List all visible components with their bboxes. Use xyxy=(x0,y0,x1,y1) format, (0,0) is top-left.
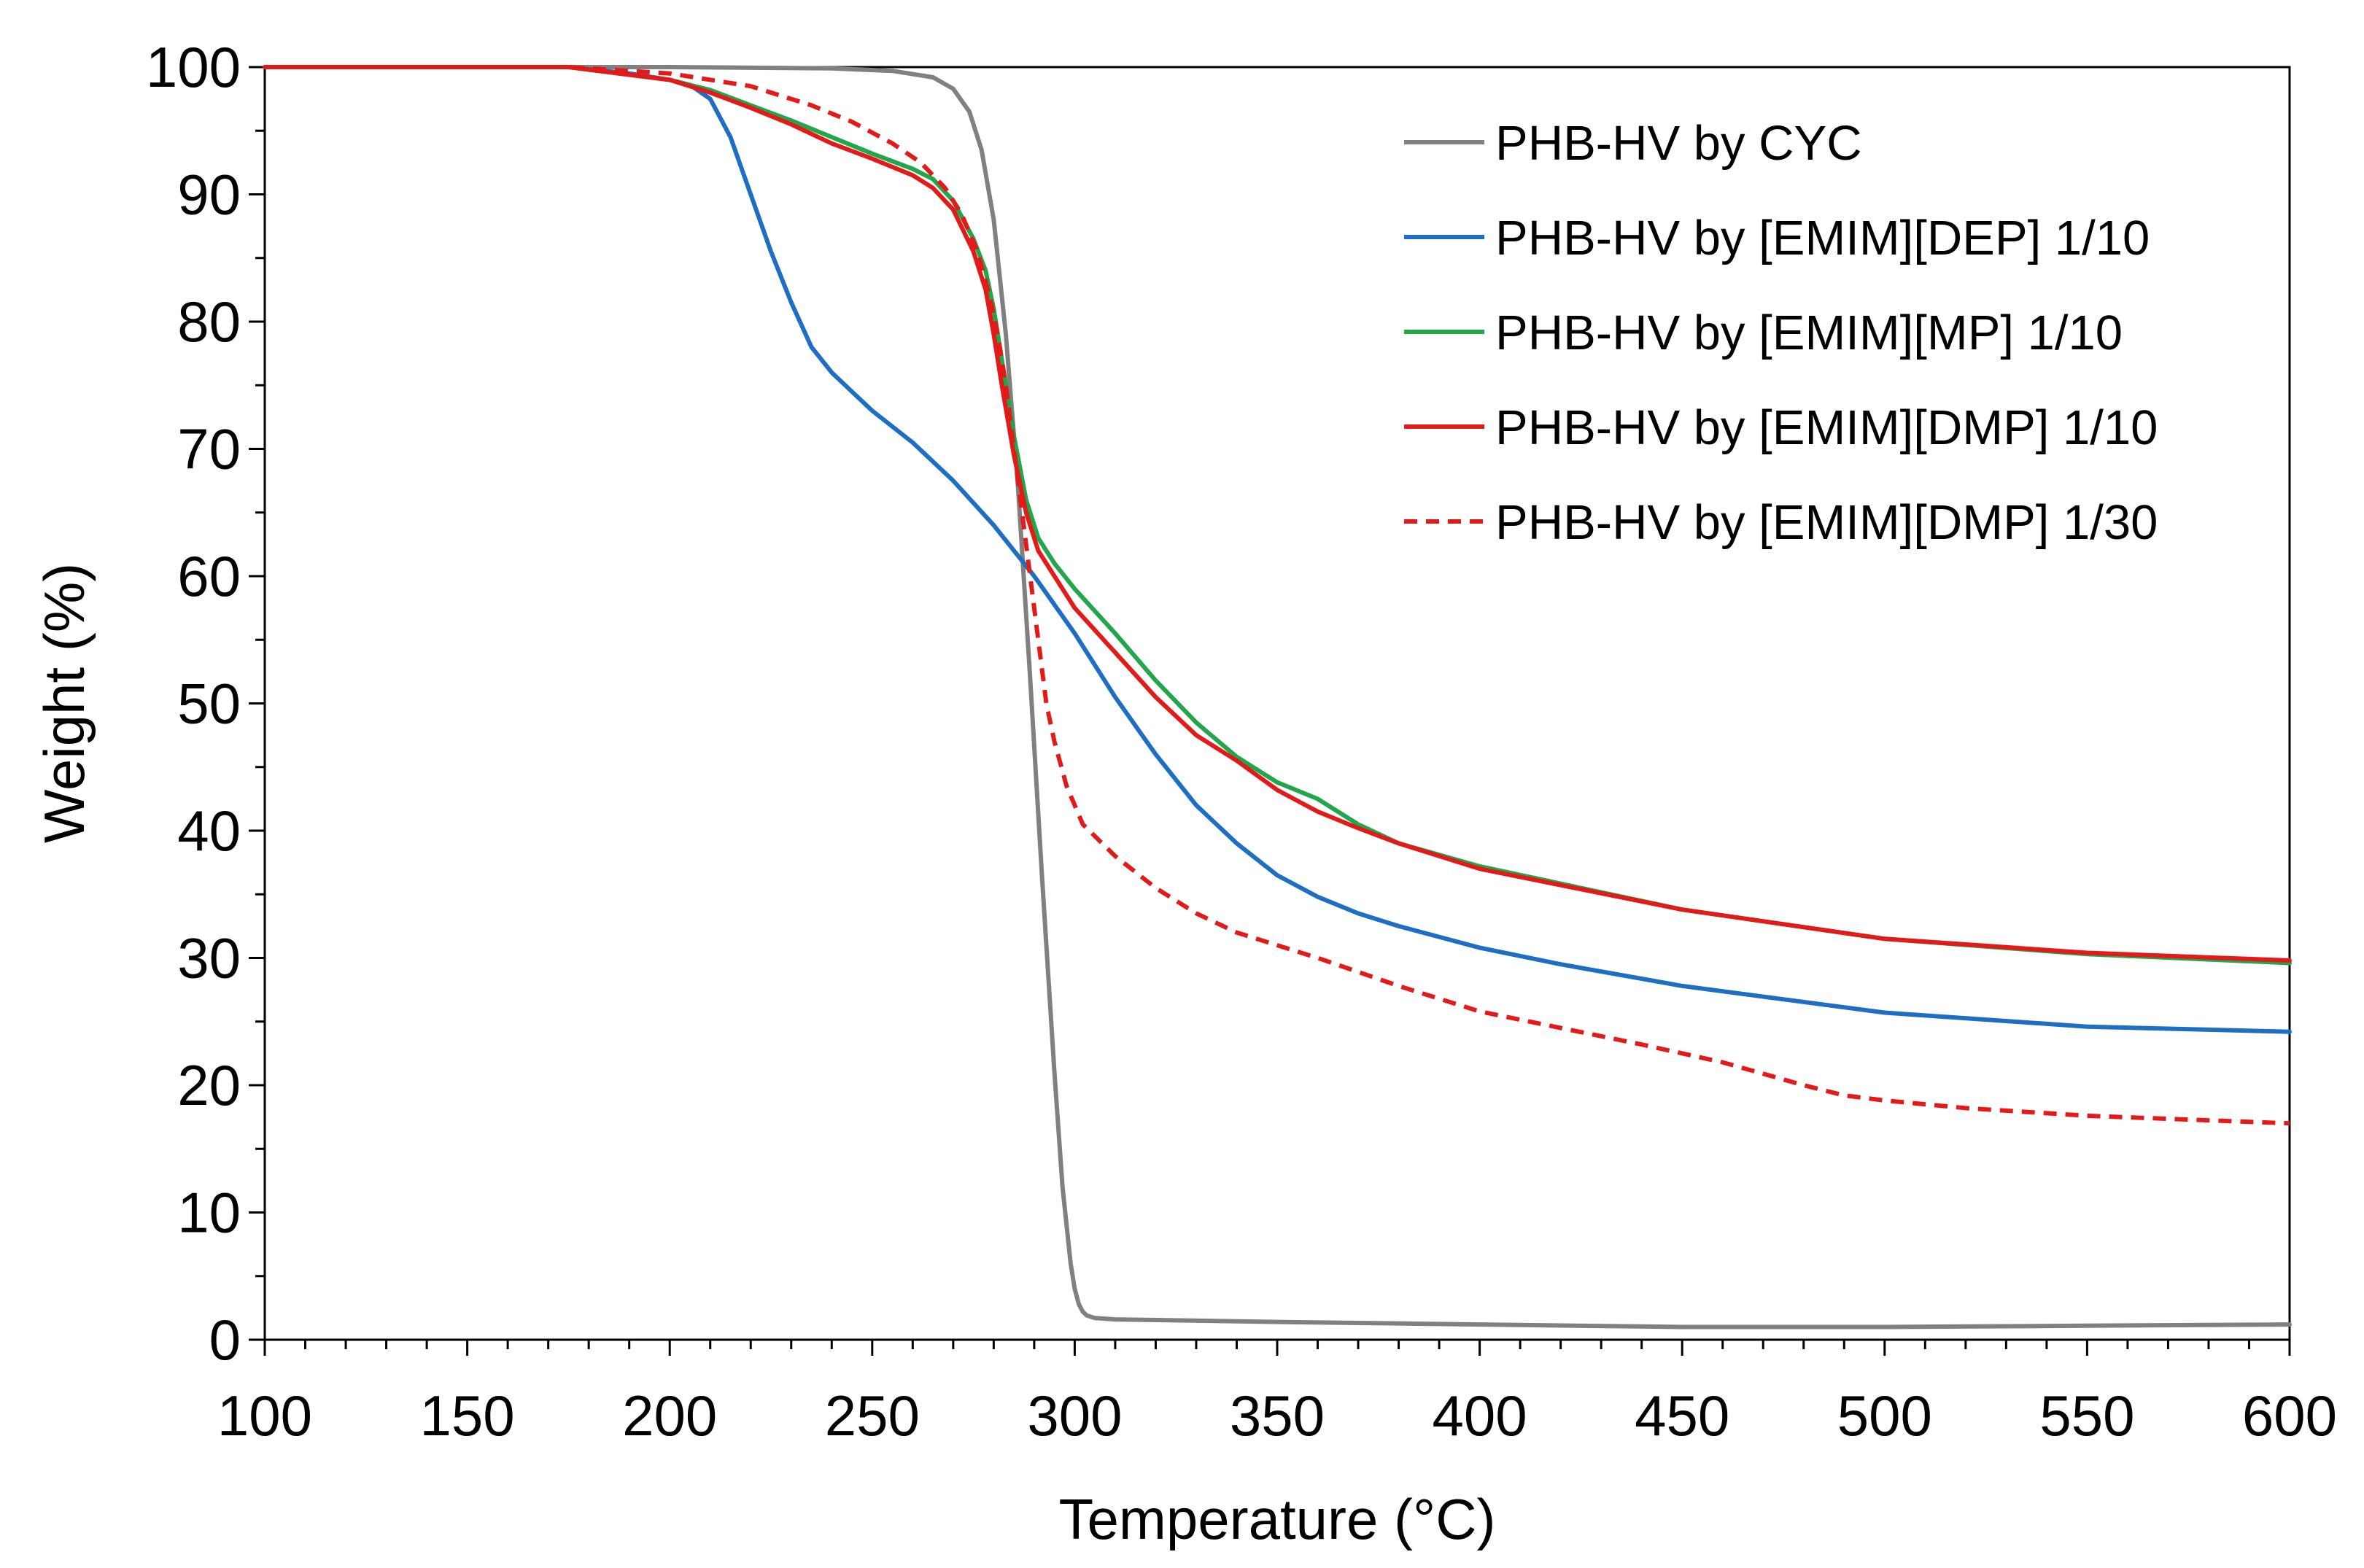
x-tick-label: 300 xyxy=(1027,1383,1122,1448)
x-tick-label: 600 xyxy=(2242,1383,2337,1448)
legend-label-3: PHB-HV by [EMIM][MP] 1/10 xyxy=(1495,306,2123,360)
y-tick-label: 0 xyxy=(209,1308,241,1372)
x-tick-labels: 100 150 200 250 300 350 400 450 500 550 600 xyxy=(217,1383,2337,1448)
y-tick-label: 30 xyxy=(177,926,241,990)
x-tick-label: 250 xyxy=(825,1383,920,1448)
y-tick-label: 40 xyxy=(177,799,241,863)
series-line-1 xyxy=(263,65,2292,1330)
y-tick-label: 100 xyxy=(146,35,241,99)
series-lines xyxy=(263,65,2292,1330)
series-line-2 xyxy=(263,65,2292,1034)
x-axis-label: Temperature (°C) xyxy=(1058,1487,1495,1551)
y-tick-label: 10 xyxy=(177,1181,241,1245)
x-tick-label: 200 xyxy=(622,1383,717,1448)
legend-label-4: PHB-HV by [EMIM][DMP] 1/10 xyxy=(1495,400,2158,455)
axis-ticks xyxy=(249,66,2291,1356)
y-tick-label: 20 xyxy=(177,1053,241,1117)
y-tick-label: 90 xyxy=(177,163,241,227)
x-tick-label: 400 xyxy=(1433,1383,1527,1448)
plot-area xyxy=(263,66,2291,1341)
y-tick-labels: 0 10 20 30 40 50 60 70 80 90 100 xyxy=(146,35,241,1372)
legend-label-5: PHB-HV by [EMIM][DMP] 1/30 xyxy=(1495,495,2158,550)
x-tick-label: 350 xyxy=(1230,1383,1325,1448)
legend-label-2: PHB-HV by [EMIM][DEP] 1/10 xyxy=(1495,211,2150,265)
x-tick-label: 450 xyxy=(1635,1383,1729,1448)
y-tick-label: 70 xyxy=(177,417,241,481)
y-tick-label: 60 xyxy=(177,544,241,608)
y-tick-label: 50 xyxy=(177,672,241,736)
legend-label-1: PHB-HV by CYC xyxy=(1495,116,1862,171)
x-tick-label: 550 xyxy=(2039,1383,2134,1448)
x-tick-label: 500 xyxy=(1837,1383,1932,1448)
legend: PHB-HV by CYC PHB-HV by [EMIM][DEP] 1/10 P… xyxy=(1404,116,2158,550)
x-tick-label: 150 xyxy=(420,1383,515,1448)
x-tick-label: 100 xyxy=(217,1383,312,1448)
y-axis-label: Weight (%) xyxy=(32,563,96,843)
y-tick-label: 80 xyxy=(177,290,241,354)
